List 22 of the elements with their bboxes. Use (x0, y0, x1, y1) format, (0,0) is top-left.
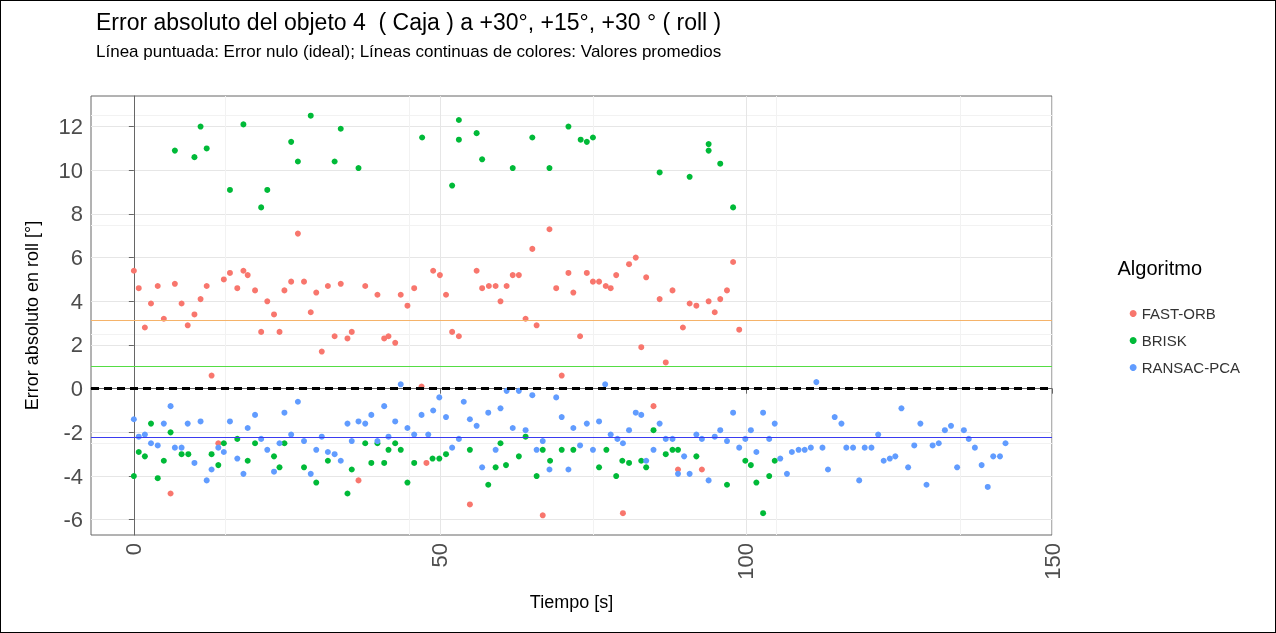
y-tick-label: 0 (70, 376, 83, 402)
y-axis-title: Error absoluto en roll [°] (22, 220, 42, 411)
x-tick-label: 150 (1039, 543, 1065, 580)
y-tick-label: 2 (70, 332, 83, 358)
x-tick-label: 100 (733, 543, 759, 580)
y-tick-label: -2 (63, 419, 83, 445)
legend-label: RANSAC-PCA (1141, 359, 1241, 376)
chart-title: Error absoluto del objeto 4 ( Caja ) a +30°, +15°, +30 ° ( roll ) (96, 8, 722, 35)
y-tick-label: -6 (63, 507, 83, 533)
x-tick-label: 0 (121, 543, 147, 556)
x-axis-title: Tiempo [s] (529, 592, 614, 612)
legend-title: Algoritmo (1117, 257, 1203, 279)
legend-label: FAST-ORB (1141, 305, 1216, 322)
chart-subtitle: Línea puntuada: Error nulo (ideal); Líneas continuas de colores: Valores promedios (96, 42, 722, 61)
y-tick-label: 6 (70, 245, 83, 271)
x-tick-label: 50 (427, 543, 453, 568)
legend-label: BRISK (1141, 332, 1187, 349)
y-tick-label: -4 (63, 463, 83, 489)
y-tick-label: 10 (58, 157, 83, 183)
y-tick-label: 8 (70, 201, 83, 227)
y-tick-label: 4 (70, 288, 83, 314)
y-tick-label: 12 (58, 114, 83, 140)
